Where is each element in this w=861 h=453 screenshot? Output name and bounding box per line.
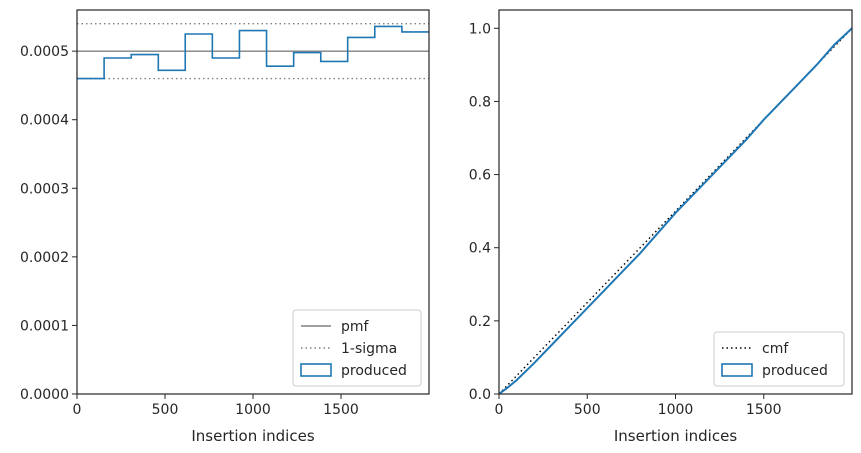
x-tick-label: 1000	[235, 402, 271, 418]
legend-label: produced	[762, 363, 828, 379]
legend-label: 1-sigma	[341, 341, 397, 357]
y-tick-label: 0.0000	[20, 387, 69, 403]
series-histogram-produced	[77, 25, 429, 80]
legend: cmf produced	[713, 331, 845, 387]
y-tick-label: 0.6	[469, 168, 491, 184]
y-tick-label: 0.0005	[20, 44, 69, 60]
y-tick-label: 0.0004	[20, 113, 69, 129]
x-tick-label: 0	[495, 402, 504, 418]
legend-box	[713, 331, 845, 387]
series-line-produced	[499, 27, 852, 394]
x-axis-label: Insertion indices	[191, 427, 314, 445]
legend: pmf 1-sigma produced	[292, 309, 422, 387]
x-tick-label: 1500	[323, 402, 359, 418]
y-tick-label: 0.0003	[20, 181, 69, 197]
plot-area	[77, 23, 429, 80]
legend-swatch	[721, 363, 753, 377]
x-axis-label: Insertion indices	[614, 427, 737, 445]
x-tick-label: 0	[73, 402, 82, 418]
y-tick-label: 0.8	[469, 94, 491, 110]
chart-panel-left: 0 500 1000 1500 0.0000 0.0001 0.0002 0.0003 0.00…	[20, 9, 430, 445]
legend-label: pmf	[341, 319, 370, 335]
legend-label: cmf	[762, 341, 789, 357]
y-tick-label: 0.0	[469, 387, 491, 403]
legend-swatch	[300, 363, 332, 377]
x-tick-label: 500	[152, 402, 179, 418]
y-tick-label: 0.0001	[20, 318, 69, 334]
y-tick-label: 1.0	[469, 21, 491, 37]
y-tick-label: 0.2	[469, 314, 491, 330]
x-tick-label: 1000	[658, 402, 694, 418]
plot-area	[499, 27, 852, 394]
legend-box	[292, 309, 422, 387]
x-tick-label: 1500	[746, 402, 782, 418]
y-tick-label: 0.4	[469, 241, 491, 257]
legend-label: produced	[341, 363, 407, 379]
x-tick-label: 500	[574, 402, 601, 418]
y-tick-label: 0.0002	[20, 250, 69, 266]
chart-panel-right: 0 500 1000 1500 0.0 0.2 0.4 0.6 0.8 1.0 Insertion …	[469, 9, 853, 445]
